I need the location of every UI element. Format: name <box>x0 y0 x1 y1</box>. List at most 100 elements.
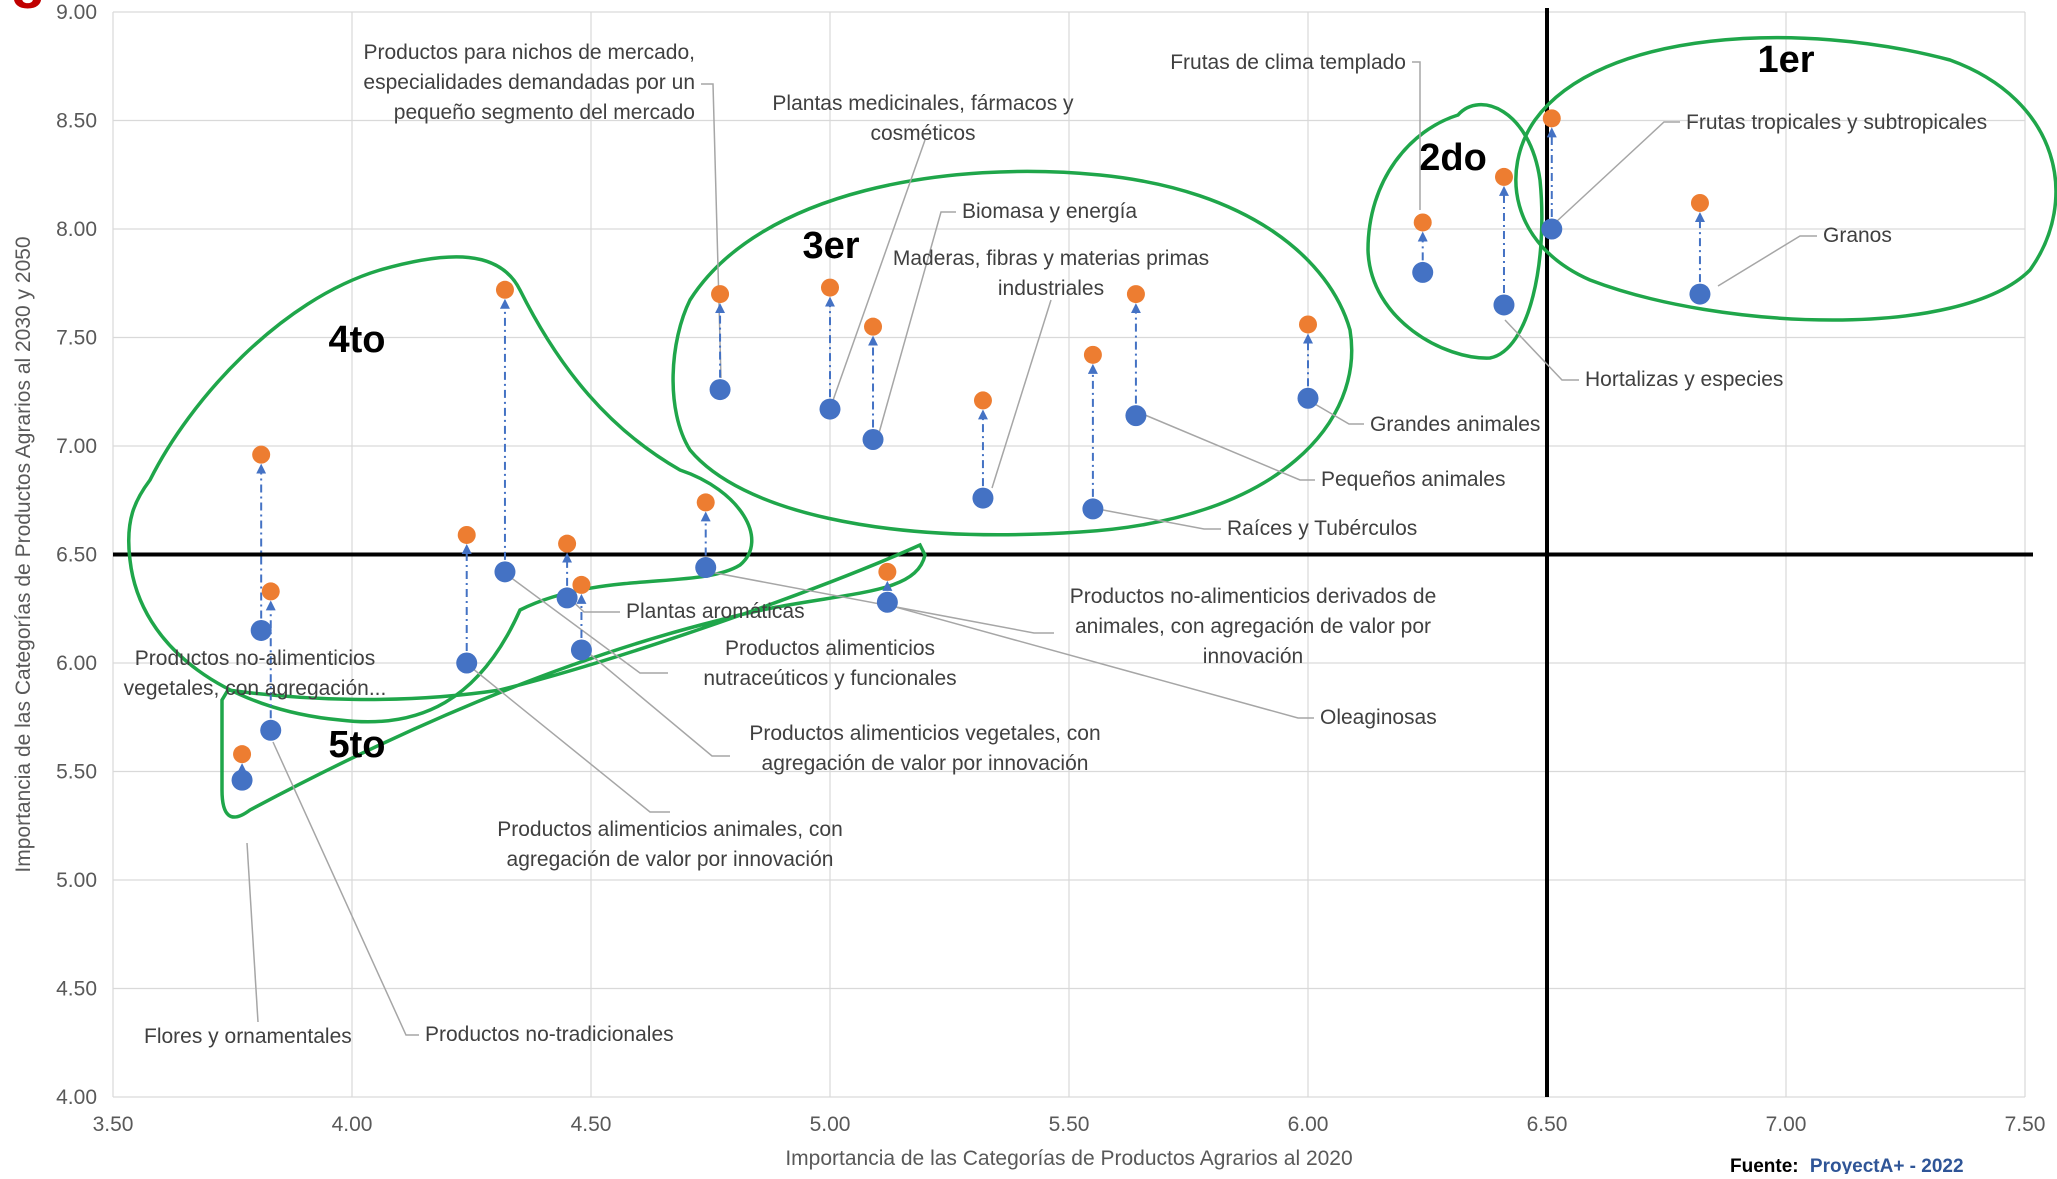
annotation-line: innovación <box>1203 645 1303 668</box>
point-2020 <box>570 639 592 661</box>
annotation-line: Maderas, fibras y materias primas <box>893 247 1209 270</box>
annotation-label: Biomasa y energía <box>962 200 1137 223</box>
annotation-label: Grandes animales <box>1370 413 1540 436</box>
corner-mark: 8 <box>12 0 43 20</box>
point-future <box>558 534 577 553</box>
point-future <box>1690 193 1709 212</box>
annotation-line: Plantas aromáticas <box>626 600 805 623</box>
annotation-label: Productos alimenticios vegetales, con agr… <box>749 722 1100 775</box>
annotation-line: Flores y ornamentales <box>144 1025 352 1048</box>
leader-line <box>887 604 1314 719</box>
leader-line <box>584 649 730 757</box>
leader-line <box>1307 399 1364 425</box>
point-future <box>457 525 476 544</box>
leader-lines <box>246 61 1817 1036</box>
leader-line <box>1717 235 1817 287</box>
leader-line <box>1412 61 1421 210</box>
annotation-line: animales, con agregación de valor por <box>1075 615 1431 638</box>
annotation-line: Productos alimenticios animales, con <box>497 818 843 841</box>
annotation-label: Oleaginosas <box>1320 706 1437 729</box>
annotation-line: pequeño segmento del mercado <box>394 101 695 124</box>
annotation-line: Grandes animales <box>1370 413 1540 436</box>
annotation-line: vegetales, con agregación... <box>124 677 387 700</box>
point-2020 <box>556 587 578 609</box>
leader-line <box>1555 121 1680 223</box>
y-tick-label: 7.00 <box>56 435 97 458</box>
annotation-line: agregación de valor por innovación <box>507 848 834 871</box>
source-note: Fuente: ProyectA+ - 2022 <box>1730 1156 1964 1174</box>
group-outline-2do <box>1366 103 1544 360</box>
leader-line <box>1102 509 1221 530</box>
annotation-label: Maderas, fibras y materias primas industr… <box>893 247 1209 300</box>
point-2020 <box>695 557 717 579</box>
annotation-line: Hortalizas y especies <box>1585 368 1783 391</box>
data-points <box>231 109 1711 791</box>
point-future <box>495 280 514 299</box>
annotation-line: Productos alimenticios vegetales, con <box>749 722 1100 745</box>
annotation-label: Productos no-alimenticios derivados de an… <box>1070 585 1437 668</box>
group-label-1er: 1er <box>1757 39 1814 81</box>
annotation-label: Productos alimenticios animales, con agre… <box>497 818 843 871</box>
change-arrows <box>237 127 1705 774</box>
annotation-line: Pequeños animales <box>1321 468 1505 491</box>
leader-line <box>272 741 419 1036</box>
leader-line <box>1504 319 1579 381</box>
y-tick-label: 5.00 <box>56 869 97 892</box>
point-2020 <box>250 619 272 641</box>
leader-line <box>704 570 1054 634</box>
point-2020 <box>876 591 898 613</box>
x-tick-label: 4.50 <box>571 1113 612 1136</box>
annotation-label: Plantas aromáticas <box>626 600 805 623</box>
point-future <box>1413 213 1432 232</box>
point-2020 <box>1541 218 1563 240</box>
annotation-label: Raíces y Tubérculos <box>1227 517 1417 540</box>
point-future <box>1542 109 1561 128</box>
group-outline-5to <box>220 542 927 819</box>
point-2020 <box>260 719 282 741</box>
y-tick-label: 4.50 <box>56 978 97 1001</box>
annotation-label: Pequeños animales <box>1321 468 1505 491</box>
leader-line <box>466 663 670 813</box>
reference-lines <box>113 8 2033 1097</box>
source-label: Fuente: <box>1730 1156 1799 1174</box>
annotation-line: Productos no-tradicionales <box>425 1023 674 1046</box>
point-2020 <box>1689 283 1711 305</box>
y-tick-label: 5.50 <box>56 761 97 784</box>
annotation-line: Frutas tropicales y subtropicales <box>1686 111 1987 134</box>
annotation-label: Productos no-alimenticios vegetales, con … <box>124 647 387 700</box>
point-2020 <box>862 428 884 450</box>
x-tick-label: 7.50 <box>2005 1113 2046 1136</box>
group-outlines: 1er 2do 3er 4to 5to <box>126 35 2057 819</box>
leader-line <box>701 83 722 379</box>
annotation-line: cosméticos <box>870 122 975 145</box>
y-tick-label: 6.50 <box>56 544 97 567</box>
annotation-line: especialidades demandadas por un <box>363 71 695 94</box>
leader-line <box>991 299 1052 489</box>
x-axis-title: Importancia de las Categorías de Product… <box>785 1147 1352 1170</box>
point-future <box>878 562 897 581</box>
point-future <box>711 285 730 304</box>
x-tick-label: 3.50 <box>93 1113 134 1136</box>
annotation-label: Granos <box>1823 224 1892 247</box>
point-2020 <box>1412 261 1434 283</box>
point-2020 <box>1082 498 1104 520</box>
leader-line <box>505 573 668 674</box>
point-future <box>1494 167 1513 186</box>
point-2020 <box>231 769 253 791</box>
point-future <box>233 745 252 764</box>
point-2020 <box>972 487 994 509</box>
tick-labels: 4.00 4.50 5.00 5.50 6.00 6.50 7.00 7.50 8.00 8.50… <box>56 1 2045 1136</box>
annotation-label: Productos no-tradicionales <box>425 1023 674 1046</box>
point-future <box>864 317 883 336</box>
y-tick-label: 7.50 <box>56 327 97 350</box>
source-name: ProyectA+ - 2022 <box>1810 1156 1964 1174</box>
point-future <box>1126 285 1145 304</box>
point-2020 <box>1125 405 1147 427</box>
leader-line <box>1144 414 1315 481</box>
point-future <box>821 278 839 297</box>
x-tick-label: 7.00 <box>1766 1113 1807 1136</box>
x-tick-label: 5.50 <box>1049 1113 1090 1136</box>
point-future <box>572 575 591 594</box>
annotation-line: Granos <box>1823 224 1892 247</box>
